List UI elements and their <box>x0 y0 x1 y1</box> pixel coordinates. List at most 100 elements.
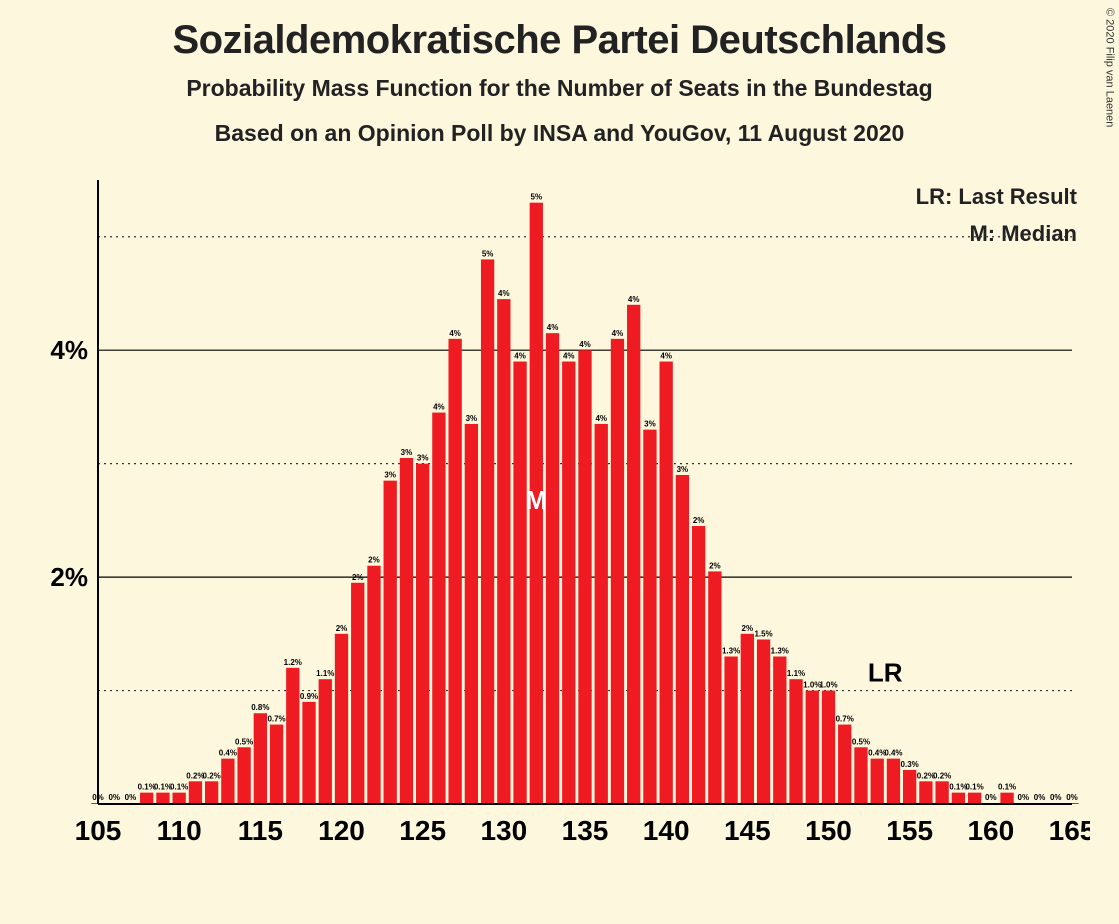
bar-value-label: 0.1% <box>170 783 188 792</box>
bar <box>286 668 299 804</box>
bar-value-label: 4% <box>563 352 575 361</box>
bar <box>903 770 916 804</box>
x-tick-label: 115 <box>238 815 283 846</box>
bar-value-label: 5% <box>482 249 494 258</box>
bar-value-label: 2% <box>709 561 721 570</box>
bar-value-label: 4% <box>498 289 510 298</box>
x-tick-label: 105 <box>75 815 122 846</box>
bar-value-label: 4% <box>514 352 526 361</box>
bar <box>400 458 413 804</box>
bar-value-label: 4% <box>628 295 640 304</box>
bar-value-label: 0.1% <box>998 783 1016 792</box>
bar-value-label: 5% <box>531 193 543 202</box>
bar-value-label: 0% <box>125 793 137 802</box>
bar <box>968 793 981 804</box>
bar <box>221 759 234 804</box>
bar-value-label: 1.0% <box>819 681 837 690</box>
title-area: Sozialdemokratische Partei Deutschlands … <box>0 0 1119 147</box>
bar-value-label: 1.1% <box>787 669 805 678</box>
bar <box>205 781 218 804</box>
x-tick-label: 155 <box>886 815 933 846</box>
bar <box>708 571 721 804</box>
x-tick-label: 150 <box>805 815 852 846</box>
bar <box>319 679 332 804</box>
bar-value-label: 3% <box>384 471 396 480</box>
bar <box>1000 793 1013 804</box>
copyright-text: © 2020 Filip van Laenen <box>1103 8 1115 127</box>
bar <box>237 747 250 804</box>
bar <box>611 339 624 804</box>
bar <box>806 691 819 804</box>
bar <box>270 725 283 804</box>
x-tick-label: 110 <box>157 815 202 846</box>
bar-value-label: 4% <box>547 323 559 332</box>
bar <box>254 713 267 804</box>
bar <box>546 333 559 804</box>
bar <box>351 583 364 804</box>
bar-value-label: 0.9% <box>300 692 318 701</box>
pmf-bar-chart: 2% 4% 0% 0% 0% 0.1% 0.1% 0.1% 0.2% 0.2% 0.4% 0.5% 0.… <box>44 172 1090 852</box>
bar-value-label: 0.2% <box>203 771 221 780</box>
bar-value-label: 0% <box>1034 793 1046 802</box>
bar <box>854 747 867 804</box>
bar <box>887 759 900 804</box>
bar <box>822 691 835 804</box>
bar <box>660 362 673 804</box>
bar-value-label: 3% <box>401 448 413 457</box>
bar-value-label: 0.4% <box>884 749 902 758</box>
bar <box>562 362 575 804</box>
bar <box>595 424 608 804</box>
bar <box>578 350 591 804</box>
bar <box>643 430 656 804</box>
bar-value-label: 0.7% <box>267 715 285 724</box>
bar-value-label: 2% <box>352 573 364 582</box>
bar <box>741 634 754 804</box>
bar-value-label: 1.2% <box>284 658 302 667</box>
bar-value-label: 0.7% <box>836 715 854 724</box>
bar <box>773 657 786 804</box>
y-tick-label: 2% <box>50 562 88 592</box>
x-tick-label: 145 <box>724 815 771 846</box>
bar-value-label: 3% <box>644 420 656 429</box>
bar-value-label: 0.2% <box>933 771 951 780</box>
bar-value-label: 0.1% <box>965 783 983 792</box>
bar-value-label: 4% <box>660 352 672 361</box>
bar-value-label: 0% <box>1066 793 1078 802</box>
x-tick-label: 165 <box>1049 815 1090 846</box>
bar <box>919 781 932 804</box>
bar <box>416 464 429 804</box>
bar-value-label: 1.3% <box>771 647 789 656</box>
bar <box>724 657 737 804</box>
bar <box>692 526 705 804</box>
bar <box>627 305 640 804</box>
bar <box>952 793 965 804</box>
bar-value-label: 4% <box>449 329 461 338</box>
bar-value-label: 3% <box>677 465 689 474</box>
bar <box>838 725 851 804</box>
bar <box>481 259 494 804</box>
bar-value-label: 4% <box>612 329 624 338</box>
bar-value-label: 1.1% <box>316 669 334 678</box>
bar-value-label: 0% <box>1050 793 1062 802</box>
x-tick-label: 120 <box>318 815 365 846</box>
x-tick-label: 160 <box>967 815 1014 846</box>
bar-value-label: 0% <box>108 793 120 802</box>
bar-value-label: 3% <box>466 414 478 423</box>
bar <box>757 639 770 804</box>
median-marker: M <box>525 485 547 515</box>
bar-value-label: 0.5% <box>235 737 253 746</box>
bar-value-label: 4% <box>433 403 445 412</box>
bar <box>448 339 461 804</box>
bar <box>676 475 689 804</box>
bar <box>789 679 802 804</box>
chart-subtitle-2: Based on an Opinion Poll by INSA and You… <box>0 120 1119 147</box>
bar-value-label: 2% <box>368 556 380 565</box>
chart-title: Sozialdemokratische Partei Deutschlands <box>0 18 1119 63</box>
bar-value-label: 4% <box>595 414 607 423</box>
bar-value-label: 2% <box>742 624 754 633</box>
bar <box>465 424 478 804</box>
bar <box>497 299 510 804</box>
bar <box>384 481 397 804</box>
x-tick-label: 135 <box>562 815 609 846</box>
bar <box>513 362 526 804</box>
